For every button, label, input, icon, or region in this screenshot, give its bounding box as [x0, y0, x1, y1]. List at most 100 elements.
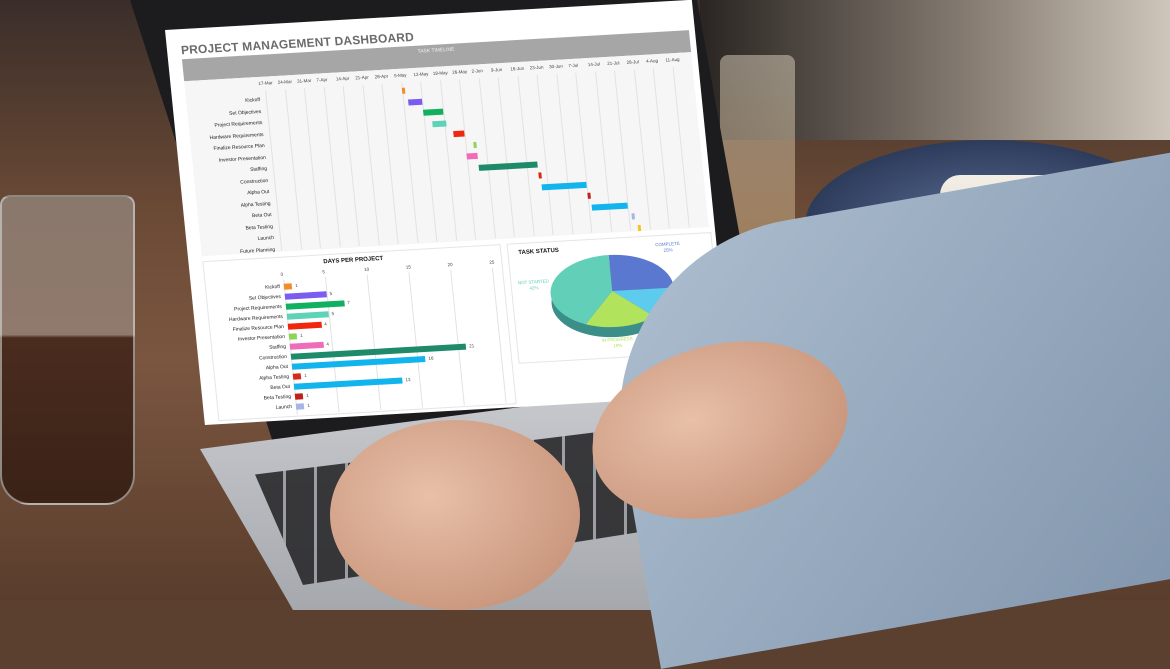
gantt-bar [541, 181, 587, 190]
bar [293, 377, 403, 390]
left-hand [330, 420, 580, 610]
bar-value-label: 16 [428, 355, 434, 361]
task-label: Beta Out [251, 211, 272, 220]
pie-slice-label: NOT STARTED [518, 279, 550, 286]
grid-line [408, 272, 424, 408]
grid-line [491, 267, 507, 403]
grid-line [575, 72, 593, 233]
bar [287, 321, 322, 330]
pie-slice [585, 291, 655, 328]
pie-slice-label: IN PROGRESS [601, 336, 633, 343]
date-label: 28-Jul [626, 59, 640, 65]
bar [295, 403, 305, 410]
bar-category-label: Set Objectives [248, 293, 282, 302]
bar-value-label: 1 [306, 392, 310, 399]
gantt-bar [407, 98, 423, 106]
task-label: Kickoff [244, 96, 261, 104]
bar-category-label: Kickoff [264, 283, 281, 291]
task-label: Beta Testing [245, 223, 274, 232]
pie-slice-percent: 42% [529, 285, 538, 291]
date-label: 7-Jul [568, 62, 579, 69]
bar-category-label: Hardware Requirements [228, 313, 284, 324]
bar-category-label: Staffing [268, 343, 287, 351]
date-label: 11-Aug [665, 56, 680, 63]
task-label: Staffing [249, 165, 268, 173]
grid-line [555, 73, 574, 234]
chocolate-drink-glass [0, 195, 135, 505]
bar-value-label: 5 [329, 290, 333, 297]
bar [294, 393, 304, 400]
bar-value-label: 13 [405, 377, 411, 383]
grid-line [536, 75, 554, 236]
bar [288, 333, 298, 340]
bar-category-label: Project Requirements [233, 303, 283, 313]
bar [283, 283, 293, 290]
tick-label: 0 [280, 271, 284, 277]
bar-category-label: Investor Presentation [237, 333, 286, 343]
grid-line [381, 83, 399, 244]
grid-line [342, 86, 360, 247]
grid-line [400, 82, 418, 243]
tick-label: 5 [322, 269, 326, 275]
gantt-bar [591, 202, 628, 211]
task-label: Launch [257, 234, 275, 242]
date-label: 7-Apr [316, 77, 328, 83]
bar-category-label: Beta Out [270, 383, 291, 392]
grid-line [366, 274, 382, 410]
task-label: Finalize Resource Plan [213, 142, 265, 152]
date-label: 5-May [393, 72, 407, 79]
bar [292, 373, 302, 380]
date-label: 4-Aug [645, 58, 659, 64]
date-label: 23-Jun [529, 64, 544, 71]
grid-line [633, 69, 651, 230]
task-label: Hardware Requirements [209, 131, 264, 141]
bar [286, 311, 329, 320]
gantt-bar [422, 108, 443, 116]
task-label: Project Requirements [214, 119, 263, 129]
pie-slice-percent: 25% [663, 247, 672, 253]
grid-line [497, 77, 515, 238]
bar-value-label: 7 [347, 300, 351, 306]
tick-label: 15 [405, 264, 412, 270]
grid-line [672, 67, 690, 228]
grid-line [284, 89, 302, 250]
gantt-bar [473, 141, 478, 148]
grid-line [439, 80, 457, 241]
bar [289, 341, 324, 350]
date-label: 31-Mar [296, 77, 312, 84]
bar-category-label: Construction [258, 353, 288, 362]
bar-value-label: 4 [326, 341, 330, 347]
tick-label: 10 [363, 266, 370, 273]
date-label: 21-Jul [607, 60, 620, 66]
bar-category-label: Alpha Testing [258, 373, 290, 382]
date-label: 26-May [451, 69, 468, 75]
bar-category-label: Beta Testing [263, 393, 292, 402]
tick-label: 25 [489, 259, 495, 265]
gantt-bar [466, 152, 479, 160]
bar-value-label: 1 [294, 282, 298, 289]
date-label: 24-Mar [277, 79, 293, 85]
grid-line [478, 78, 496, 239]
bar-value-label: 4 [324, 321, 328, 327]
bar-category-label: Finalize Resource Plan [232, 323, 285, 333]
date-label: 30-Jun [548, 63, 564, 70]
gantt-bar [631, 213, 635, 220]
date-label: 9-Jun [490, 67, 503, 73]
gantt-bar [432, 119, 447, 127]
task-label: Construction [239, 177, 269, 186]
pie-slice-percent: 19% [613, 343, 622, 349]
bar-value-label: 1 [304, 372, 308, 379]
task-label: Investor Presentation [218, 154, 267, 164]
gantt-chart: 17-Mar 24-Mar 31-Mar 7-Apr 14-Apr 21-Apr 28-Ap… [184, 52, 709, 257]
grid-line [323, 87, 341, 248]
bar [284, 291, 327, 300]
gantt-bar [587, 192, 591, 199]
date-label: 19-May [432, 70, 449, 76]
days-per-project-panel: DAYS PER PROJECT 0 5 10 15 20 25 Kickoff 1 Set O… [202, 244, 517, 422]
grid-line [517, 76, 535, 237]
date-label: 17-Mar [258, 80, 273, 86]
bar-value-label: 1 [307, 402, 311, 409]
date-label: 21-Apr [355, 74, 369, 81]
pie-slice [550, 255, 613, 325]
grid-line [362, 85, 380, 246]
